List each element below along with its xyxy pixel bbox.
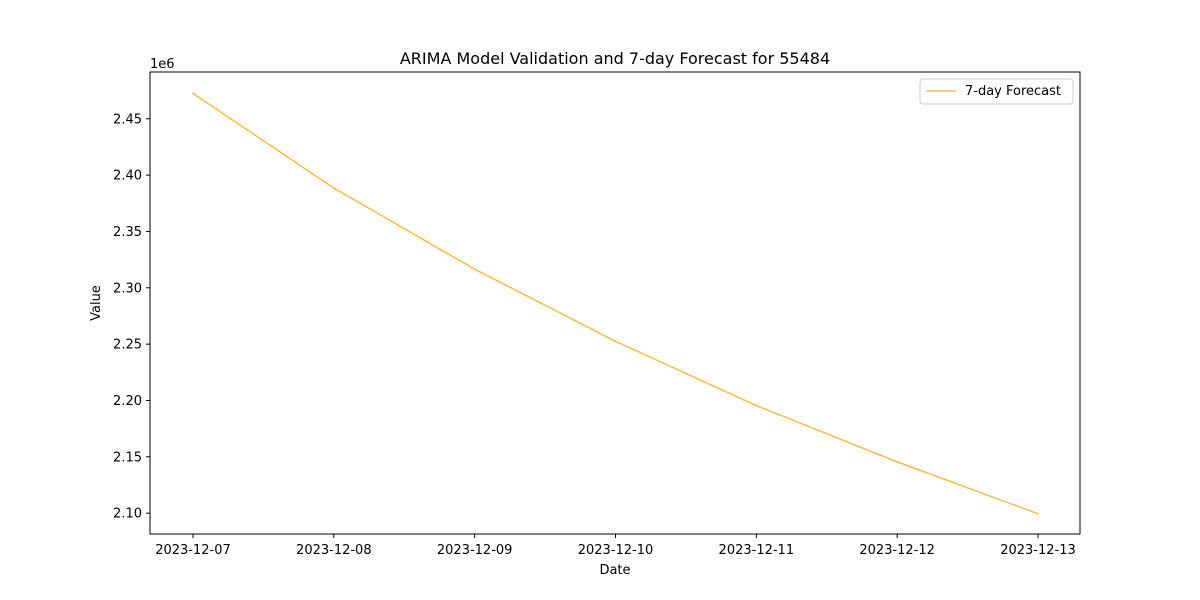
y-tick-label: 2.25 xyxy=(113,338,142,353)
data-point xyxy=(473,268,476,270)
y-tick-label: 2.20 xyxy=(113,394,142,409)
x-tick-label: 2023-12-09 xyxy=(437,543,513,558)
x-axis: 2023-12-07 2023-12-08 2023-12-09 2023-12-10… xyxy=(155,534,1076,558)
x-tick-label: 2023-12-13 xyxy=(1000,543,1076,558)
data-point xyxy=(1037,512,1039,515)
y-tick-label: 2.45 xyxy=(113,112,142,127)
data-point xyxy=(192,92,194,95)
y-axis-offset-label: 1e6 xyxy=(150,57,175,72)
x-tick-label: 2023-12-10 xyxy=(578,543,654,558)
legend-frame xyxy=(919,78,1074,105)
series-layer xyxy=(192,92,1039,515)
x-tick-label: 2023-12-11 xyxy=(719,543,795,558)
x-tick-label: 2023-12-07 xyxy=(155,543,231,558)
y-tick-label: 2.30 xyxy=(113,281,142,296)
y-axis-label: Value xyxy=(89,285,104,321)
data-point xyxy=(614,340,617,343)
y-tick-label: 2.40 xyxy=(113,169,142,184)
y-tick-label: 2.35 xyxy=(113,225,142,240)
y-tick-label: 2.10 xyxy=(113,507,142,522)
x-tick-label: 2023-12-08 xyxy=(296,543,372,558)
data-point xyxy=(755,404,758,407)
y-axis: 2.10 2.15 2.20 2.25 2.30 2.35 2.40 2.45 xyxy=(113,112,150,522)
data-point xyxy=(896,461,898,463)
x-tick-label: 2023-12-12 xyxy=(859,543,935,558)
y-tick-label: 2.15 xyxy=(113,450,142,465)
chart-title: ARIMA Model Validation and 7-day Forecas… xyxy=(400,49,830,68)
data-point xyxy=(333,187,335,189)
legend-label: 7-day Forecast xyxy=(965,84,1061,99)
x-axis-label: Date xyxy=(599,563,630,578)
legend: 7-day Forecast xyxy=(919,78,1074,105)
